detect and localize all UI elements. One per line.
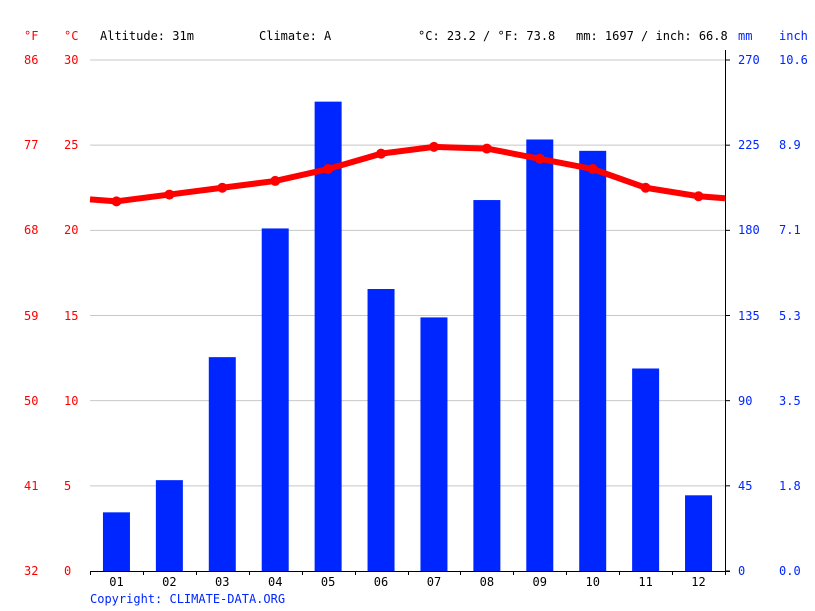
mm-tick-label: 270 [738,53,760,67]
average-temperature-label: °C: 23.2 / °F: 73.8 [418,29,556,43]
mm-tick-label: 0 [738,564,746,578]
month-label: 07 [426,575,442,589]
fahrenheit-tick-label: 32 [24,564,39,578]
temperature-point [270,175,281,186]
fahrenheit-tick-label: 59 [24,308,39,323]
inch-unit-label: inch [779,29,808,43]
mm-tick-label: 90 [738,393,753,408]
mm-tick-label: 225 [738,138,760,153]
inch-tick-label: 10.6 [779,53,808,67]
fahrenheit-tick-label: 86 [24,53,39,67]
month-label: 02 [162,575,177,589]
fahrenheit-tick-label: 68 [24,223,39,238]
mm-tick-label: 135 [738,308,760,323]
temperature-point [323,164,334,175]
climate-label: Climate: A [259,29,332,43]
temperature-point [534,153,545,164]
month-label: 11 [638,575,653,589]
celsius-unit-label: °C [64,29,79,43]
fahrenheit-tick-label: 50 [24,393,39,408]
precipitation-bar [208,357,236,571]
temperature-point [693,191,704,202]
precipitation-bar [632,368,660,571]
temperature-point [481,143,492,154]
celsius-tick-label: 10 [64,393,79,408]
month-label: 08 [479,575,495,589]
altitude-label: Altitude: 31m [100,29,194,43]
fahrenheit-tick-label: 77 [24,138,39,153]
precipitation-bar [367,289,395,571]
month-label: 06 [373,575,389,589]
month-label: 10 [585,575,600,589]
temperature-point [376,148,387,159]
copyright-link[interactable]: Copyright: CLIMATE-DATA.ORG [90,592,286,606]
temperature-point [587,164,598,175]
precipitation-bar [102,512,130,571]
temperature-point [111,196,122,207]
month-label: 03 [215,575,230,589]
month-label: 05 [320,575,336,589]
month-label: 01 [109,575,124,589]
precipitation-bar [155,480,183,571]
precipitation-bar [314,101,342,572]
fahrenheit-tick-label: 41 [24,478,39,493]
celsius-tick-label: 25 [64,138,79,153]
precipitation-bar [420,317,448,571]
precipitation-bar [526,139,554,571]
celsius-tick-label: 30 [64,53,79,67]
inch-tick-label: 0.0 [779,564,801,578]
celsius-tick-label: 5 [64,478,72,493]
temperature-line [89,143,726,205]
month-label: 04 [267,575,283,589]
temperature-point [428,141,439,152]
temperature-point [164,189,175,200]
mm-tick-label: 45 [738,478,753,493]
inch-tick-label: 7.1 [779,223,801,238]
temperature-point [640,182,651,193]
precipitation-bar [685,495,713,571]
mm-unit-label: mm [738,29,753,43]
inch-tick-label: 3.5 [779,393,801,408]
precipitation-bar [261,228,289,571]
precipitation-bar [579,150,607,571]
temperature-point [217,182,228,193]
celsius-tick-label: 20 [64,223,79,238]
month-label: 12 [691,575,706,589]
celsius-tick-label: 0 [64,564,72,578]
total-precipitation-label: mm: 1697 / inch: 66.8 [576,29,728,43]
celsius-tick-label: 15 [64,308,79,323]
inch-tick-label: 5.3 [779,308,801,323]
inch-tick-label: 8.9 [779,138,801,153]
month-label: 09 [532,575,548,589]
inch-tick-label: 1.8 [779,478,801,493]
mm-tick-label: 180 [738,223,760,238]
fahrenheit-unit-label: °F [24,29,39,43]
precipitation-bar [473,200,501,571]
